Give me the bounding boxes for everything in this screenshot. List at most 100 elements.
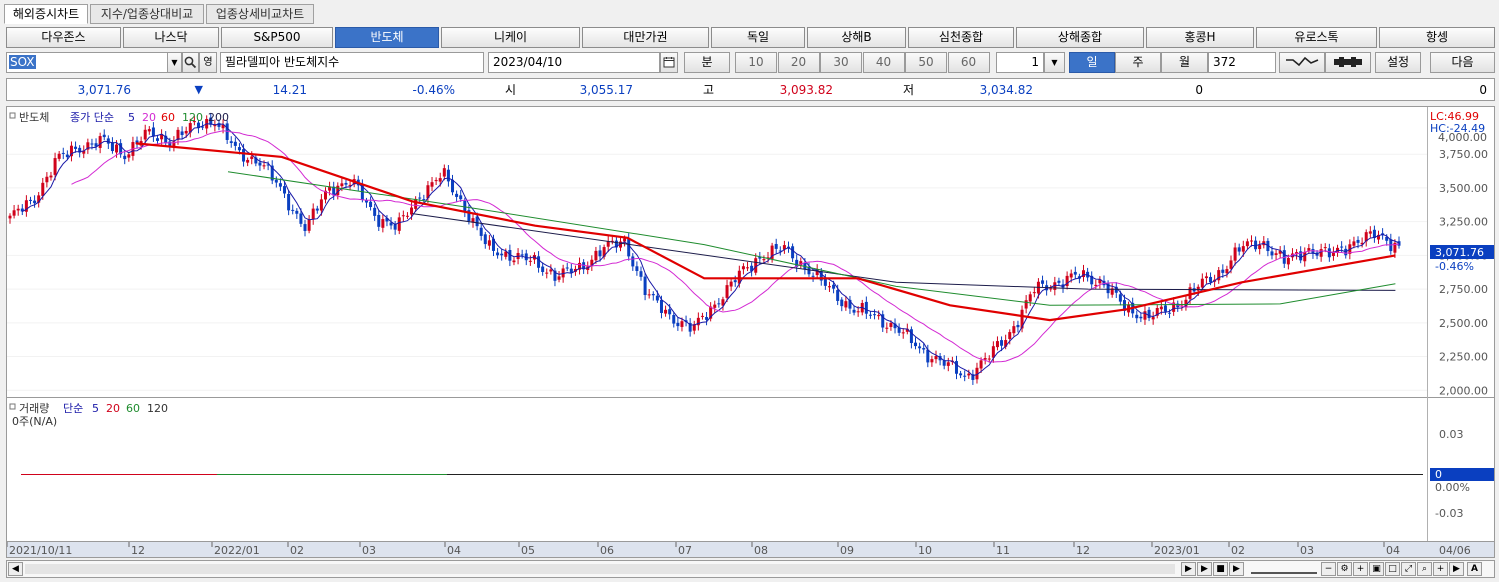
fast-forward-icon[interactable]: ▶ — [1197, 562, 1212, 576]
symbol-dropdown-button[interactable]: ▼ — [167, 52, 182, 73]
chart-scrollbar[interactable]: ◀ ▶ ▶ ■ ▶ − ⚙ + ▣ □ ⤢ ⌕ + ▶ A — [6, 560, 1495, 578]
period-button-20[interactable]: 20 — [777, 52, 820, 73]
period-button-30[interactable]: 30 — [820, 52, 862, 73]
candle — [635, 261, 639, 276]
scroll-track[interactable] — [25, 564, 1175, 574]
candle — [94, 138, 98, 151]
candle-body — [975, 367, 979, 380]
index-button-0[interactable]: 다우존스 — [6, 27, 121, 48]
candle-body — [491, 238, 495, 251]
index-button-12[interactable]: 항셍 — [1379, 27, 1495, 48]
candle-body — [1221, 269, 1225, 273]
candle — [717, 298, 721, 308]
index-button-10[interactable]: 홍콩H — [1146, 27, 1254, 48]
scroll-right-icon[interactable]: ▶ — [1449, 562, 1464, 576]
text-tool-icon[interactable]: A — [1467, 562, 1482, 576]
skip-end-icon[interactable]: ▶ — [1229, 562, 1244, 576]
index-button-9[interactable]: 상해종합 — [1016, 27, 1144, 48]
index-button-7[interactable]: 상해B — [807, 27, 906, 48]
candle-body — [434, 180, 438, 182]
next-button[interactable]: 다음 — [1430, 52, 1495, 73]
zoom-search-icon[interactable]: ⌕ — [1417, 562, 1432, 576]
candle-body — [881, 314, 885, 328]
count-input[interactable]: 372 — [1208, 52, 1276, 73]
unit-dropdown-button[interactable]: ▼ — [1044, 52, 1065, 73]
zoom-out-icon[interactable]: − — [1321, 562, 1336, 576]
stop-icon[interactable]: ■ — [1213, 562, 1228, 576]
unit-input[interactable]: 1 — [996, 52, 1044, 73]
settings-button[interactable]: 설정 — [1375, 52, 1421, 73]
period-button-60[interactable]: 60 — [947, 52, 990, 73]
candle-body — [213, 124, 217, 127]
x-tick-10: 09 — [840, 544, 854, 557]
crosshair-icon[interactable]: + — [1433, 562, 1448, 576]
chart-area[interactable]: 2,000.002,250.002,500.002,750.003,000.00… — [6, 106, 1495, 558]
zoom-in-icon[interactable]: + — [1353, 562, 1368, 576]
candle-body — [8, 215, 12, 219]
candle — [578, 257, 582, 275]
price-chart-svg[interactable]: 2,000.002,250.002,500.002,750.003,000.00… — [6, 107, 1494, 557]
candle — [487, 235, 491, 250]
index-button-8[interactable]: 심천종합 — [908, 27, 1014, 48]
period-button-10[interactable]: 10 — [735, 52, 777, 73]
date-input[interactable]: 2023/04/10 — [488, 52, 660, 73]
legend-collapse-icon[interactable] — [9, 112, 16, 119]
candle-body — [619, 241, 623, 248]
index-button-11[interactable]: 유로스톡 — [1256, 27, 1377, 48]
volume-legend-collapse-icon[interactable] — [9, 403, 16, 410]
tab-sector-compare[interactable]: 업종상세비교차트 — [206, 4, 314, 24]
index-button-5[interactable]: 대만가권 — [582, 27, 709, 48]
candle — [1135, 310, 1139, 324]
index-button-3[interactable]: 반도체 — [335, 27, 439, 48]
tab-relative-compare[interactable]: 지수/업종상대비교 — [90, 4, 204, 24]
minute-button[interactable]: 분 — [684, 52, 730, 73]
candle-body — [389, 222, 393, 226]
candle-body — [1204, 276, 1208, 279]
line-chart-icon[interactable] — [1279, 52, 1325, 73]
calendar-icon[interactable] — [660, 52, 678, 73]
gear-icon[interactable]: ⚙ — [1337, 562, 1352, 576]
index-button-4[interactable]: 니케이 — [441, 27, 580, 48]
candle-body — [151, 127, 155, 137]
change-down-arrow-icon: ▼ — [194, 83, 203, 96]
index-button-1[interactable]: 나스닥 — [123, 27, 219, 48]
search-icon[interactable] — [182, 52, 199, 73]
copy-icon[interactable]: ▣ — [1369, 562, 1384, 576]
candle — [1028, 291, 1032, 306]
candle-body — [1041, 280, 1045, 284]
candle-body — [561, 268, 565, 278]
index-button-2[interactable]: S&P500 — [221, 27, 333, 48]
candle — [405, 212, 409, 220]
candle — [1049, 285, 1053, 292]
symbol-input[interactable]: SOX — [6, 52, 168, 73]
zoom-slider[interactable] — [1251, 564, 1317, 574]
bookmark-icon[interactable]: 영 — [199, 52, 217, 73]
index-button-6[interactable]: 독일 — [711, 27, 805, 48]
week-button[interactable]: 주 — [1115, 52, 1161, 73]
candle — [1065, 271, 1069, 290]
candle-body — [78, 147, 82, 153]
candle-body — [508, 250, 512, 261]
candle-body — [1331, 251, 1335, 257]
candle-body — [86, 142, 90, 150]
candle — [922, 343, 926, 354]
scroll-left-icon[interactable]: ◀ — [8, 562, 23, 576]
period-button-50[interactable]: 50 — [905, 52, 947, 73]
candle-chart-icon[interactable] — [1325, 52, 1371, 73]
candle-body — [115, 144, 119, 153]
play-forward-icon[interactable]: ▶ — [1181, 562, 1196, 576]
candle-body — [373, 207, 377, 216]
period-button-40[interactable]: 40 — [862, 52, 905, 73]
candle — [1155, 304, 1159, 319]
candle — [446, 165, 450, 187]
candle — [295, 208, 299, 219]
candle-body — [553, 270, 557, 281]
month-button[interactable]: 월 — [1161, 52, 1208, 73]
tab-overseas-chart[interactable]: 해외증시차트 — [4, 4, 88, 24]
expand-icon[interactable]: ⤢ — [1401, 562, 1416, 576]
day-button[interactable]: 일 — [1069, 52, 1115, 73]
candle-body — [856, 311, 860, 313]
candle-body — [938, 356, 942, 361]
fullscreen-icon[interactable]: □ — [1385, 562, 1400, 576]
change-value: 14.21 — [272, 83, 307, 97]
